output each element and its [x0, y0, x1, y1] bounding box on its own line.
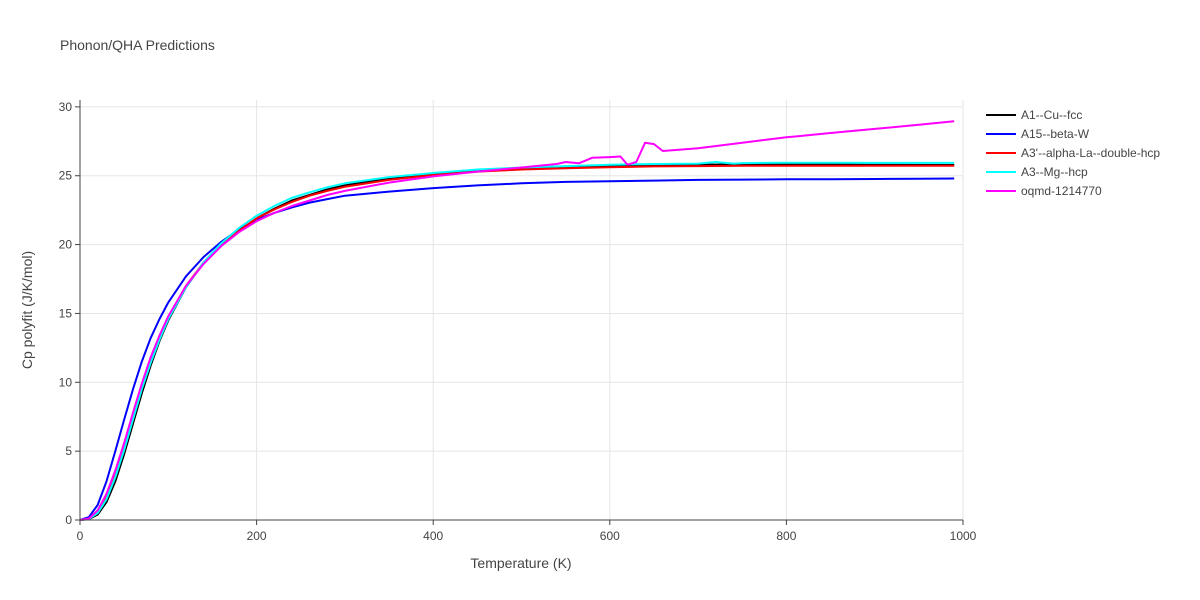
y-tick-label: 20 — [59, 238, 73, 252]
legend-item[interactable]: oqmd-1214770 — [986, 184, 1102, 198]
x-axis-title: Temperature (K) — [470, 555, 571, 571]
series-line-2[interactable] — [79, 164, 955, 521]
x-tick-label: 800 — [776, 529, 796, 543]
legend-item[interactable]: A3'--alpha-La--double-hcp — [986, 146, 1160, 160]
x-tick-label: 600 — [600, 529, 620, 543]
x-tick-label: 1000 — [950, 529, 977, 543]
y-tick-label: 25 — [59, 169, 73, 183]
axes: 0 200 400 600 800 1000 0 5 10 15 20 25 30 — [59, 100, 977, 543]
series-line-4[interactable] — [79, 120, 955, 521]
y-tick-label: 5 — [65, 444, 72, 458]
legend-label: oqmd-1214770 — [1021, 184, 1102, 198]
grid — [80, 100, 964, 520]
legend[interactable]: A1--Cu--fcc A15--beta-W A3'--alpha-La--dou… — [986, 108, 1160, 198]
y-tick-label: 30 — [59, 100, 73, 114]
legend-item[interactable]: A1--Cu--fcc — [986, 108, 1082, 122]
legend-label: A3--Mg--hcp — [1021, 165, 1088, 179]
x-tick-label: 200 — [247, 529, 267, 543]
x-tick-label: 0 — [77, 529, 84, 543]
legend-item[interactable]: A15--beta-W — [986, 127, 1090, 141]
legend-label: A15--beta-W — [1021, 127, 1090, 141]
chart-title: Phonon/QHA Predictions — [60, 37, 215, 53]
y-tick-label: 10 — [59, 375, 73, 389]
y-tick-label: 15 — [59, 306, 73, 320]
series-line-1[interactable] — [79, 177, 955, 521]
series-line-3[interactable] — [79, 161, 955, 521]
series-lines — [79, 120, 955, 521]
x-tick-label: 400 — [423, 529, 443, 543]
y-axis-title: Cp polyfit (J/K/mol) — [19, 251, 35, 369]
legend-label: A1--Cu--fcc — [1021, 108, 1082, 122]
y-tick-label: 0 — [65, 513, 72, 527]
series-line-0[interactable] — [79, 163, 955, 521]
legend-label: A3'--alpha-La--double-hcp — [1021, 146, 1160, 160]
legend-item[interactable]: A3--Mg--hcp — [986, 165, 1088, 179]
